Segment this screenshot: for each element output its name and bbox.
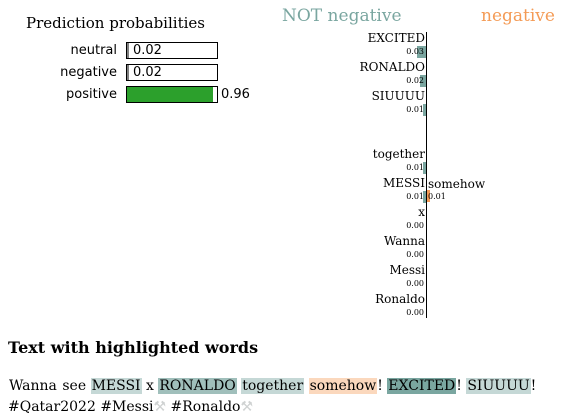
text-fragment: #Messi xyxy=(100,399,154,415)
feature-value: 0.01 xyxy=(406,105,424,114)
feature-weights-chart: EXCITED 0.03 RONALDO 0.02 SIUUUU 0.01 somehow 0… xyxy=(300,30,588,325)
prediction-class-label: neutral xyxy=(70,43,118,58)
feature-value: 0.00 xyxy=(406,221,424,230)
emoji-glyph: ⚒ xyxy=(153,399,171,415)
prediction-class-label: positive xyxy=(66,87,117,102)
chart-axis xyxy=(426,32,427,318)
text-fragment: ! xyxy=(377,378,388,394)
feature-label: Ronaldo xyxy=(375,292,425,306)
prediction-value: 0.02 xyxy=(133,65,162,80)
prediction-bar-fill xyxy=(127,43,129,58)
feature-value: 0.01 xyxy=(428,192,446,201)
feature-bar xyxy=(423,162,426,174)
feature-bar xyxy=(420,75,426,87)
text-fragment: x xyxy=(141,378,159,394)
prediction-bar-fill xyxy=(127,87,213,102)
not-negative-header: NOT negative xyxy=(282,6,402,26)
text-section-title: Text with highlighted words xyxy=(8,338,259,357)
highlighted-word: EXCITED xyxy=(387,378,457,394)
emoji-glyph: ⚒ xyxy=(240,399,254,415)
feature-value: 0.01 xyxy=(406,192,424,201)
prediction-value: 0.96 xyxy=(221,87,250,102)
text-fragment: ! xyxy=(456,378,467,394)
feature-value: 0.02 xyxy=(406,76,424,85)
feature-label: SIUUUU xyxy=(371,89,425,103)
prediction-bar: 0.02 xyxy=(126,42,218,59)
feature-label: MESSI xyxy=(382,176,425,190)
feature-bar xyxy=(417,46,426,58)
feature-value: 0.03 xyxy=(406,47,424,56)
text-fragment: ! #Qatar2022 xyxy=(8,378,537,415)
feature-bar xyxy=(423,104,426,116)
text-fragment: #Ronaldo xyxy=(170,399,241,415)
feature-label: Messi xyxy=(389,263,425,277)
prediction-bar xyxy=(126,86,218,103)
feature-value: 0.00 xyxy=(406,250,424,259)
feature-label: together xyxy=(372,147,425,161)
prediction-bar: 0.02 xyxy=(126,64,218,81)
feature-label: somehow xyxy=(428,177,486,191)
feature-label: Wanna xyxy=(383,234,425,248)
highlighted-word: somehow xyxy=(308,378,378,394)
text-fragment: see xyxy=(57,378,91,394)
feature-value: 0.00 xyxy=(406,279,424,288)
highlighted-word: together xyxy=(241,378,305,394)
feature-label: x xyxy=(418,205,425,219)
feature-bar xyxy=(427,190,430,202)
highlighted-text: Wanna see MESSI x RONALDO together someh… xyxy=(8,376,584,418)
highlighted-word: SIUUUU xyxy=(466,378,531,394)
prediction-class-label: negative xyxy=(60,65,117,80)
feature-label: EXCITED xyxy=(367,31,425,45)
feature-label: RONALDO xyxy=(359,60,425,74)
prediction-value: 0.02 xyxy=(133,43,162,58)
negative-header: negative xyxy=(481,6,555,26)
prediction-title: Prediction probabilities xyxy=(26,14,205,32)
highlighted-word: RONALDO xyxy=(158,378,237,394)
highlighted-word: Wanna xyxy=(9,378,57,394)
prediction-bar-fill xyxy=(127,65,129,80)
feature-bar xyxy=(423,191,426,203)
highlighted-word: MESSI xyxy=(90,378,142,394)
feature-value: 0.01 xyxy=(406,163,424,172)
feature-value: 0.00 xyxy=(406,308,424,317)
text-fragment xyxy=(304,378,308,394)
